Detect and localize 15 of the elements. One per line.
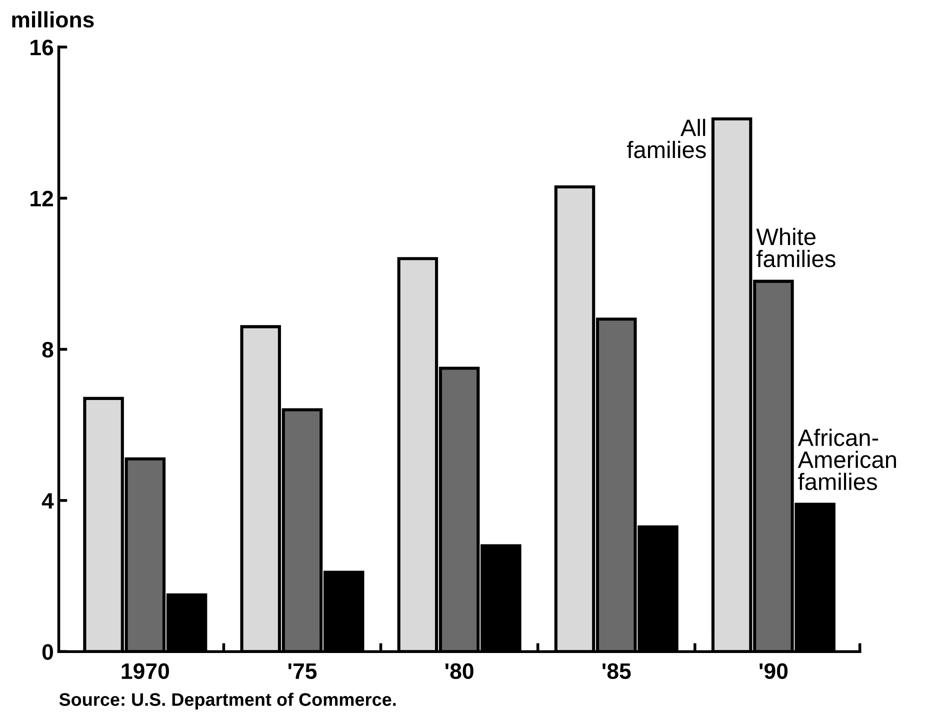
source-note: Source: U.S. Department of Commerce. [59, 692, 396, 710]
x-tick-label: '85 [602, 663, 631, 680]
y-tick-label: 8 [42, 342, 54, 358]
y-tick-label: 4 [42, 493, 54, 509]
y-tick-label: 0 [42, 644, 54, 660]
series-label: White families [756, 228, 836, 268]
y-tick-label: 16 [30, 40, 54, 56]
series-label: African- American families [798, 428, 896, 490]
y-tick-label: 12 [30, 190, 54, 206]
x-tick-label: '75 [288, 664, 317, 680]
x-tick-label: '80 [445, 663, 474, 680]
x-tick-label: '90 [760, 663, 788, 680]
y-axis-title: millions [12, 11, 94, 28]
series-label: All families [626, 118, 706, 158]
x-tick-label: 1970 [122, 663, 169, 680]
